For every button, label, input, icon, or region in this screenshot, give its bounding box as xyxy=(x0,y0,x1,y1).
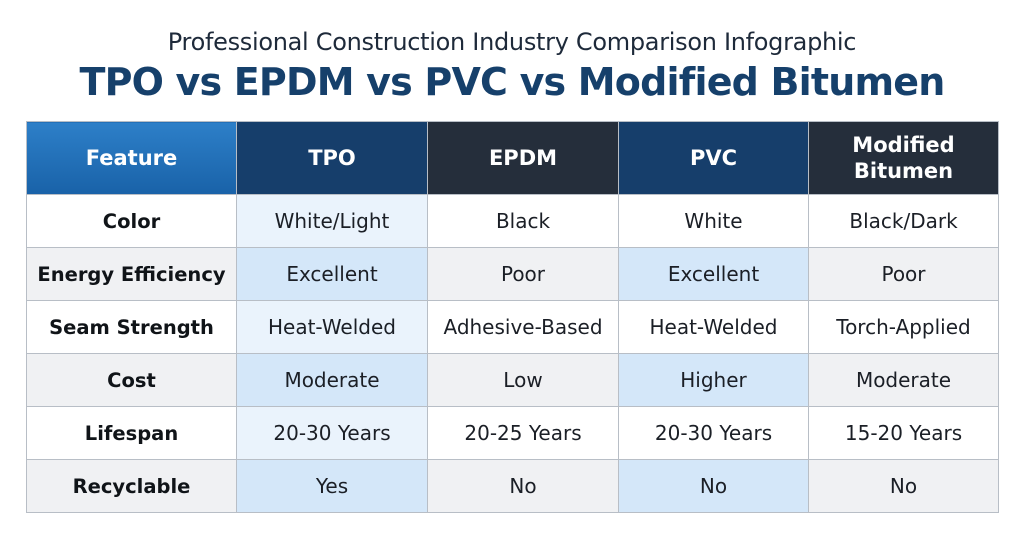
cell-epdm: No xyxy=(427,459,619,513)
row-feature: Recyclable xyxy=(26,459,237,513)
cell-pvc: Heat-Welded xyxy=(618,300,809,354)
cell-modified-bitumen: Black/Dark xyxy=(808,194,999,248)
cell-tpo: 20-30 Years xyxy=(236,406,428,460)
cell-tpo: Moderate xyxy=(236,353,428,407)
cell-modified-bitumen: No xyxy=(808,459,999,513)
cell-tpo: Excellent xyxy=(236,247,428,301)
cell-epdm: Poor xyxy=(427,247,619,301)
subtitle: Professional Construction Industry Compa… xyxy=(167,28,857,56)
header-tpo: TPO xyxy=(236,121,428,195)
header-feature: Feature xyxy=(26,121,237,195)
cell-epdm: Black xyxy=(427,194,619,248)
cell-pvc: Excellent xyxy=(618,247,809,301)
cell-pvc: Higher xyxy=(618,353,809,407)
cell-tpo: Heat-Welded xyxy=(236,300,428,354)
row-feature: Color xyxy=(26,194,237,248)
cell-modified-bitumen: 15-20 Years xyxy=(808,406,999,460)
cell-epdm: Adhesive-Based xyxy=(427,300,619,354)
cell-pvc: 20-30 Years xyxy=(618,406,809,460)
cell-tpo: White/Light xyxy=(236,194,428,248)
cell-modified-bitumen: Moderate xyxy=(808,353,999,407)
row-feature: Energy Efficiency xyxy=(26,247,237,301)
table-row: Color White/Light Black White Black/Dark xyxy=(26,194,999,248)
row-feature: Cost xyxy=(26,353,237,407)
table-row: Energy Efficiency Excellent Poor Excelle… xyxy=(26,247,999,301)
cell-epdm: Low xyxy=(427,353,619,407)
table-row: Seam Strength Heat-Welded Adhesive-Based… xyxy=(26,300,999,354)
table-row: Lifespan 20-30 Years 20-25 Years 20-30 Y… xyxy=(26,406,999,460)
cell-modified-bitumen: Torch-Applied xyxy=(808,300,999,354)
cell-modified-bitumen: Poor xyxy=(808,247,999,301)
header-modified-bitumen: Modified Bitumen xyxy=(808,121,999,195)
page-title: TPO vs EPDM vs PVC vs Modified Bitumen xyxy=(79,60,945,104)
row-feature: Seam Strength xyxy=(26,300,237,354)
row-feature: Lifespan xyxy=(26,406,237,460)
cell-pvc: White xyxy=(618,194,809,248)
table-row: Recyclable Yes No No No xyxy=(26,459,999,513)
cell-pvc: No xyxy=(618,459,809,513)
cell-tpo: Yes xyxy=(236,459,428,513)
comparison-table: Feature TPO EPDM PVC Modified Bitumen Co… xyxy=(26,121,999,513)
table-row: Cost Moderate Low Higher Moderate xyxy=(26,353,999,407)
table-header-row: Feature TPO EPDM PVC Modified Bitumen xyxy=(26,121,999,195)
header-pvc: PVC xyxy=(618,121,809,195)
cell-epdm: 20-25 Years xyxy=(427,406,619,460)
header-epdm: EPDM xyxy=(427,121,619,195)
